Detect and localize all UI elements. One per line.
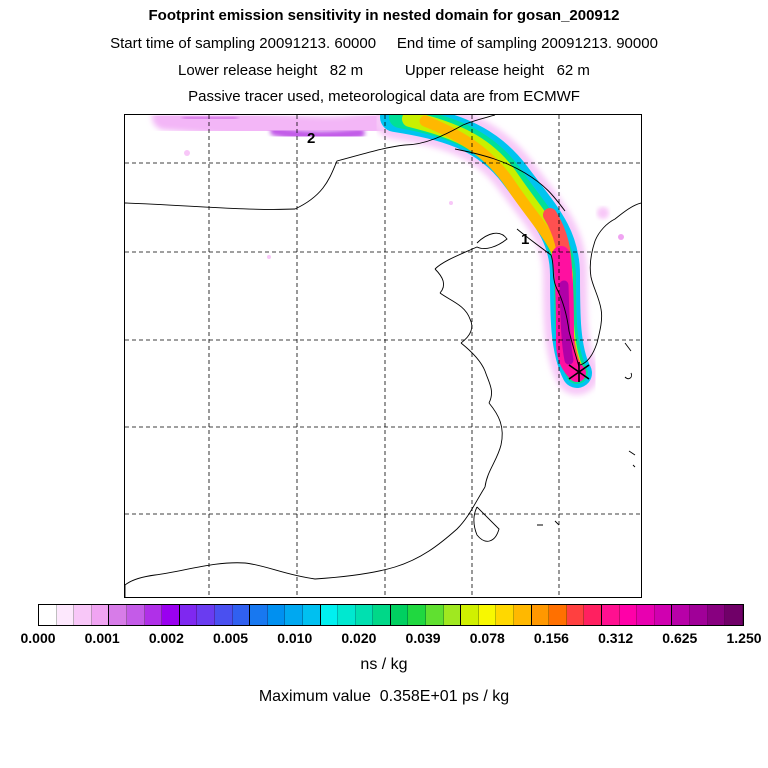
colorbar-segment xyxy=(637,605,655,625)
tracer-info-line: Passive tracer used, meteorological data… xyxy=(188,88,580,105)
plume-label-1: 1 xyxy=(521,231,529,248)
colorbar-segment xyxy=(725,605,743,625)
colorbar-tick-label: 0.078 xyxy=(469,630,505,646)
maximum-value-label: Maximum value 0.358E+01 ps / kg xyxy=(258,688,510,705)
colorbar-unit-label: ns / kg xyxy=(360,656,408,673)
receptor-x-marker xyxy=(568,362,590,382)
colorbar-segment xyxy=(338,605,356,625)
colorbar xyxy=(38,604,744,626)
colorbar-segment xyxy=(302,605,321,625)
graticule xyxy=(125,115,641,597)
map-panel: 1 2 xyxy=(124,114,642,598)
colorbar-segment xyxy=(250,605,268,625)
colorbar-segment xyxy=(39,605,57,625)
colorbar-segment xyxy=(285,605,303,625)
footprint-plume xyxy=(152,115,624,395)
colorbar-segment xyxy=(514,605,532,625)
colorbar-segment xyxy=(689,605,708,625)
colorbar-tick-label: 1.250 xyxy=(726,630,762,646)
colorbar-segment xyxy=(390,605,409,625)
colorbar-tick-label: 0.005 xyxy=(213,630,249,646)
colorbar-segment xyxy=(109,605,127,625)
sampling-time-line: Start time of sampling 20091213. 60000 E… xyxy=(110,35,658,52)
release-height-line: Lower release height 82 m Upper release … xyxy=(178,62,590,79)
colorbar-segment xyxy=(56,605,75,625)
colorbar-tick-label: 0.010 xyxy=(277,630,313,646)
colorbar-segment xyxy=(549,605,567,625)
colorbar-tick-label: 0.156 xyxy=(533,630,569,646)
colorbar-segment xyxy=(232,605,251,625)
colorbar-tick-label: 0.000 xyxy=(20,630,56,646)
colorbar-segment xyxy=(584,605,602,625)
colorbar-segment xyxy=(320,605,339,625)
colorbar-segment xyxy=(179,605,198,625)
coastlines xyxy=(125,115,641,597)
colorbar-segment xyxy=(267,605,286,625)
colorbar-segment xyxy=(373,605,391,625)
colorbar-segment xyxy=(619,605,638,625)
colorbar-segment xyxy=(408,605,427,625)
colorbar-segment xyxy=(461,605,479,625)
colorbar-segment xyxy=(426,605,444,625)
colorbar-segment xyxy=(197,605,215,625)
colorbar-segment xyxy=(531,605,550,625)
colorbar-segment xyxy=(214,605,233,625)
colorbar-segment xyxy=(654,605,673,625)
map-canvas: 1 2 xyxy=(125,115,641,597)
colorbar-tick-label: 0.020 xyxy=(341,630,377,646)
colorbar-segment xyxy=(478,605,497,625)
plume-label-2: 2 xyxy=(307,130,315,147)
colorbar-segment xyxy=(91,605,110,625)
colorbar-segment xyxy=(144,605,163,625)
colorbar-tick-label: 0.039 xyxy=(405,630,441,646)
colorbar-segment xyxy=(443,605,462,625)
colorbar-tick-label: 0.625 xyxy=(662,630,698,646)
colorbar-segment xyxy=(672,605,690,625)
colorbar-tick-label: 0.002 xyxy=(148,630,184,646)
colorbar-segment xyxy=(707,605,726,625)
colorbar-segment xyxy=(566,605,585,625)
colorbar-tick-label: 0.001 xyxy=(84,630,120,646)
colorbar-segment xyxy=(74,605,92,625)
colorbar-segment xyxy=(126,605,145,625)
colorbar-segment xyxy=(355,605,374,625)
colorbar-segment xyxy=(496,605,515,625)
colorbar-segment xyxy=(602,605,620,625)
colorbar-tick-label: 0.312 xyxy=(598,630,634,646)
plot-title: Footprint emission sensitivity in nested… xyxy=(148,7,620,24)
colorbar-segment xyxy=(162,605,180,625)
